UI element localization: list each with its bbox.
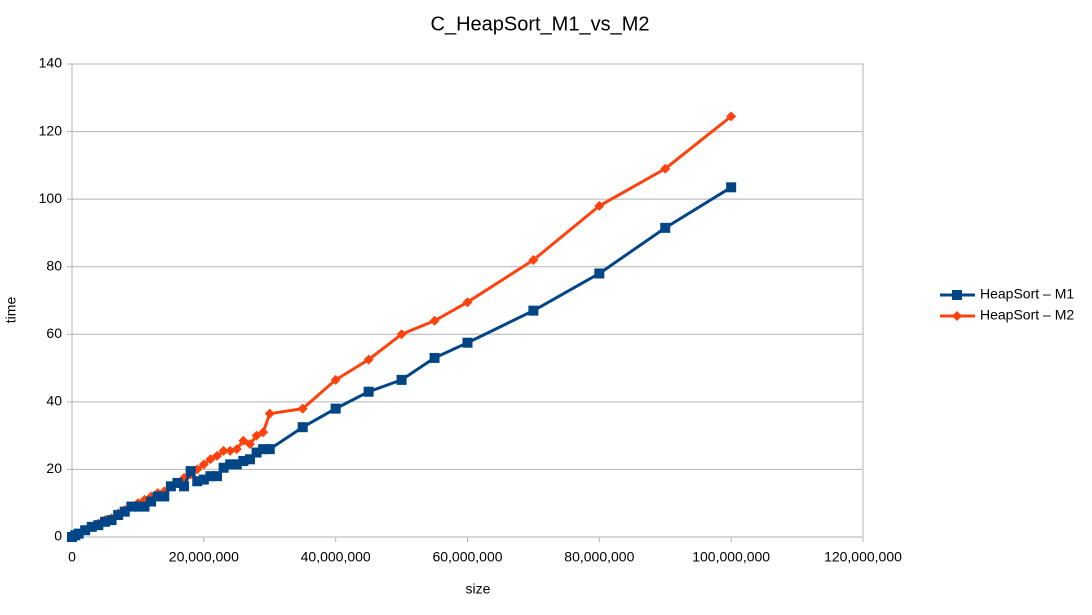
marker: [528, 305, 539, 316]
marker: [594, 268, 605, 279]
plot-frame: [71, 63, 864, 538]
marker: [462, 297, 473, 308]
marker: [198, 474, 209, 485]
marker: [165, 481, 176, 492]
marker: [198, 459, 209, 470]
marker: [119, 506, 130, 517]
marker: [185, 466, 196, 477]
marker: [172, 477, 183, 488]
marker: [264, 444, 275, 455]
legend-label: HeapSort – M1: [980, 286, 1074, 302]
marker: [132, 501, 143, 512]
marker: [429, 352, 440, 363]
x-tick-label: 40,000,000: [301, 549, 371, 565]
marker: [660, 222, 671, 233]
marker: [231, 459, 242, 470]
marker: [726, 111, 737, 122]
x-tick-label: 120,000,000: [824, 549, 902, 565]
x-tick-label: 0: [68, 549, 76, 565]
marker: [113, 510, 124, 521]
marker: [192, 476, 203, 487]
marker: [179, 481, 190, 492]
y-tick-label: 100: [39, 190, 63, 206]
marker: [363, 354, 374, 365]
legend-label: HeapSort – M2: [980, 307, 1074, 323]
marker: [231, 444, 242, 455]
marker: [429, 315, 440, 326]
marker: [80, 525, 91, 536]
marker: [363, 386, 374, 397]
marker: [73, 528, 84, 539]
marker: [152, 491, 163, 502]
y-tick-label: 60: [46, 325, 62, 341]
marker: [244, 439, 255, 450]
marker: [244, 454, 255, 465]
marker: [660, 163, 671, 174]
marker: [205, 471, 216, 482]
marker: [139, 501, 150, 512]
marker: [251, 447, 262, 458]
series-line: [71, 115, 733, 539]
marker: [238, 455, 249, 466]
legend-marker: [952, 290, 962, 300]
y-tick-label: 20: [46, 460, 62, 476]
marker: [297, 403, 308, 414]
marker: [126, 501, 137, 512]
marker: [218, 445, 229, 456]
x-tick-label: 60,000,000: [432, 549, 502, 565]
marker: [212, 471, 223, 482]
marker: [396, 329, 407, 340]
marker: [218, 462, 229, 473]
y-tick-label: 80: [46, 257, 62, 273]
marker: [212, 450, 223, 461]
marker: [106, 515, 117, 526]
marker: [258, 444, 269, 455]
marker: [93, 520, 104, 531]
marker: [225, 459, 236, 470]
y-tick-label: 40: [46, 393, 62, 409]
marker: [396, 374, 407, 385]
marker: [258, 427, 269, 438]
marker: [86, 521, 97, 532]
marker: [462, 337, 473, 348]
marker: [594, 200, 605, 211]
marker: [726, 182, 737, 193]
marker: [297, 422, 308, 433]
y-axis-label: time: [3, 297, 19, 324]
marker: [330, 403, 341, 414]
y-tick-label: 140: [39, 55, 63, 71]
y-tick-label: 0: [54, 528, 62, 544]
x-tick-label: 80,000,000: [564, 549, 634, 565]
marker: [330, 374, 341, 385]
marker: [528, 254, 539, 265]
x-tick-label: 100,000,000: [692, 549, 770, 565]
marker: [159, 491, 170, 502]
marker: [264, 408, 275, 419]
marker: [99, 516, 110, 527]
legend-marker: [952, 311, 962, 321]
x-tick-label: 20,000,000: [169, 549, 239, 565]
x-axis-label: size: [466, 581, 491, 597]
y-tick-label: 120: [39, 122, 63, 138]
chart-title: C_HeapSort_M1_vs_M2: [431, 13, 650, 35]
marker: [146, 496, 157, 507]
